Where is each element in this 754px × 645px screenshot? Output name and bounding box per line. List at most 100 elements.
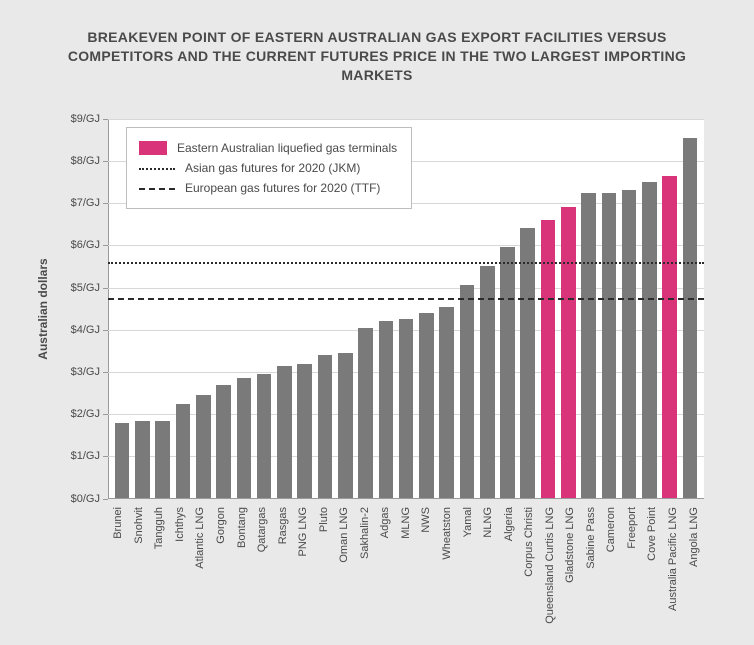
- bar: [460, 285, 475, 498]
- bar: [237, 378, 252, 498]
- x-label-slot: Gladstone LNG: [560, 503, 581, 643]
- x-tick-label: Qatargas: [256, 507, 268, 552]
- bar-slot: [457, 119, 477, 499]
- y-tick-label: $1/GJ: [30, 450, 108, 462]
- y-tick-mark: [103, 330, 108, 331]
- x-tick-label: Rasgas: [277, 507, 289, 544]
- x-tick-label: Adgas: [379, 507, 391, 538]
- x-label-slot: Wheatston: [437, 503, 458, 643]
- x-label-slot: Queensland Curtis LNG: [539, 503, 560, 643]
- x-label-slot: Australia Pacific LNG: [663, 503, 684, 643]
- chart-area: Australian dollars $0/GJ$1/GJ$2/GJ$3/GJ$…: [30, 99, 724, 644]
- y-tick-label: $6/GJ: [30, 239, 108, 251]
- legend: Eastern Australian liquefied gas termina…: [126, 127, 412, 209]
- x-tick-label: Sakhalin-2: [359, 507, 371, 559]
- bar: [216, 385, 231, 499]
- x-label-slot: Gorgon: [211, 503, 232, 643]
- x-tick-label: Pluto: [318, 507, 330, 532]
- x-tick-label: Oman LNG: [338, 507, 350, 563]
- x-tick-label: NWS: [420, 507, 432, 533]
- x-tick-label: PNG LNG: [297, 507, 309, 557]
- bar-slot: [639, 119, 659, 499]
- bar: [683, 138, 698, 499]
- x-tick-label: Brunei: [112, 507, 124, 539]
- x-tick-label: Wheatston: [441, 507, 453, 560]
- x-tick-label: Tangguh: [153, 507, 165, 549]
- bar: [318, 355, 333, 499]
- x-label-slot: Rasgas: [272, 503, 293, 643]
- x-tick-label: Yamal: [462, 507, 474, 537]
- bar: [520, 228, 535, 498]
- bar: [500, 247, 515, 498]
- x-label-slot: Pluto: [313, 503, 334, 643]
- x-label-slot: Sabine Pass: [581, 503, 602, 643]
- bar-slot: [578, 119, 598, 499]
- x-tick-label: Australia Pacific LNG: [667, 507, 679, 611]
- y-tick-mark: [103, 372, 108, 373]
- y-tick-mark: [103, 414, 108, 415]
- y-tick-label: $5/GJ: [30, 282, 108, 294]
- bar: [257, 374, 272, 499]
- title-line-1: BREAKEVEN POINT OF EASTERN AUSTRALIAN GA…: [87, 29, 666, 45]
- x-label-slot: NWS: [416, 503, 437, 643]
- y-tick-label: $0/GJ: [30, 493, 108, 505]
- bar: [622, 190, 637, 498]
- x-tick-label: Gorgon: [215, 507, 227, 544]
- bar-slot: [416, 119, 436, 499]
- bar: [480, 266, 495, 498]
- legend-line-dashed: [139, 181, 175, 195]
- y-tick-mark: [103, 456, 108, 457]
- x-tick-label: Cove Point: [646, 507, 658, 561]
- y-tick-mark: [103, 499, 108, 500]
- x-label-slot: Oman LNG: [334, 503, 355, 643]
- x-label-slot: NLNG: [478, 503, 499, 643]
- x-tick-label: Gladstone LNG: [564, 507, 576, 583]
- x-tick-label: Queensland Curtis LNG: [544, 507, 556, 624]
- x-label-slot: Adgas: [375, 503, 396, 643]
- bar-slot: [477, 119, 497, 499]
- bar: [602, 193, 617, 499]
- y-tick-mark: [103, 288, 108, 289]
- x-label-slot: Corpus Christi: [519, 503, 540, 643]
- x-label-slot: Yamal: [457, 503, 478, 643]
- chart-title: BREAKEVEN POINT OF EASTERN AUSTRALIAN GA…: [47, 28, 707, 85]
- legend-label: Eastern Australian liquefied gas termina…: [177, 141, 397, 155]
- y-tick-mark: [103, 203, 108, 204]
- legend-label: Asian gas futures for 2020 (JKM): [185, 161, 360, 175]
- bar: [379, 321, 394, 498]
- bar: [135, 421, 150, 499]
- bar: [196, 395, 211, 498]
- x-label-slot: Algeria: [498, 503, 519, 643]
- bar: [277, 366, 292, 499]
- bar: [297, 364, 312, 499]
- x-tick-label: Cameron: [605, 507, 617, 552]
- x-tick-label: Freeport: [626, 507, 638, 549]
- x-tick-label: Sabine Pass: [585, 507, 597, 569]
- x-tick-label: Atlantic LNG: [194, 507, 206, 569]
- bar-slot: [538, 119, 558, 499]
- y-tick-label: $2/GJ: [30, 408, 108, 420]
- reference-line-ttf: [108, 298, 704, 300]
- x-axis-labels: Brunei Snohvit Tangguh IchthysAtlantic LNG G…: [108, 503, 704, 643]
- x-tick-label: MLNG: [400, 507, 412, 539]
- title-line-2: COMPETITORS AND THE CURRENT FUTURES PRIC…: [68, 48, 686, 83]
- x-label-slot: Ichthys: [170, 503, 191, 643]
- bar-slot: [660, 119, 680, 499]
- bar: [642, 182, 657, 499]
- x-label-slot: Atlantic LNG: [190, 503, 211, 643]
- bar: [439, 307, 454, 499]
- x-label-slot: Qatargas: [252, 503, 273, 643]
- bar-slot: [599, 119, 619, 499]
- bar: [419, 313, 434, 499]
- x-label-slot: Tangguh: [149, 503, 170, 643]
- y-tick-mark: [103, 161, 108, 162]
- x-tick-label: Angola LNG: [688, 507, 700, 567]
- bar: [176, 404, 191, 499]
- bar: [115, 423, 130, 499]
- x-label-slot: Cove Point: [642, 503, 663, 643]
- y-tick-label: $8/GJ: [30, 155, 108, 167]
- x-tick-label: Snohvit: [133, 507, 145, 544]
- x-label-slot: PNG LNG: [293, 503, 314, 643]
- legend-item: European gas futures for 2020 (TTF): [139, 178, 397, 198]
- legend-label: European gas futures for 2020 (TTF): [185, 181, 380, 195]
